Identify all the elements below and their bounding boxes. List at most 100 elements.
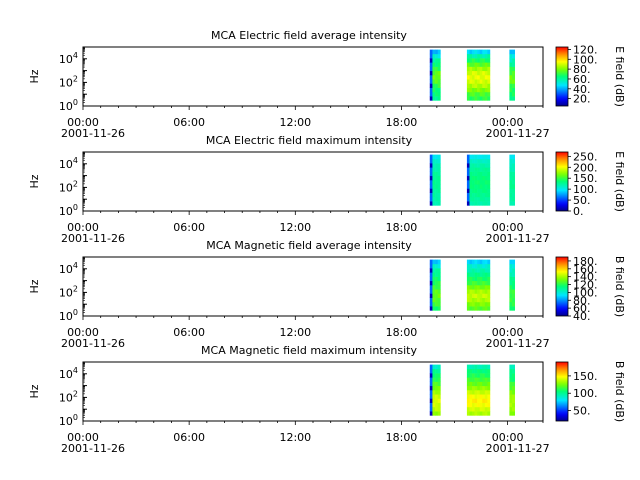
- spectrogram-cell: [472, 74, 475, 80]
- spectrogram-cell: [469, 406, 473, 412]
- spectrogram-cell: [432, 53, 436, 59]
- spectrogram-cell: [466, 293, 470, 298]
- spectrogram-cell: [469, 411, 473, 416]
- spectrogram-cell: [429, 188, 433, 193]
- spectrogram-cell: [482, 158, 486, 164]
- spectrogram-cell: [482, 364, 486, 370]
- spectrogram-cell: [429, 201, 433, 206]
- spectrogram-cell: [512, 411, 515, 416]
- spectrogram-cell: [484, 411, 488, 416]
- spectrogram-cell: [477, 184, 481, 189]
- spectrogram-cell: [474, 167, 478, 172]
- spectrogram-cell: [479, 373, 483, 378]
- spectrogram-cell: [432, 284, 436, 290]
- spectrogram-cell: [429, 53, 433, 59]
- spectrogram-cell: [512, 79, 515, 84]
- spectrogram-cell: [482, 196, 486, 202]
- spectrogram-cell: [512, 62, 515, 67]
- spectrogram-cell: [432, 389, 436, 395]
- spectrogram-cell: [509, 280, 513, 286]
- spectrogram-cell: [435, 66, 439, 72]
- spectrogram-cell: [509, 66, 513, 72]
- spectrogram-cell: [435, 96, 439, 101]
- spectrogram-cell: [432, 66, 436, 72]
- spectrogram-cell: [512, 406, 515, 412]
- spectrogram-cell: [469, 398, 473, 403]
- spectrogram-cell: [437, 74, 441, 80]
- spectrogram-cell: [509, 79, 513, 84]
- spectrogram-cell: [429, 167, 433, 172]
- spectrogram-cell: [487, 171, 491, 177]
- spectrogram-cell: [474, 373, 478, 378]
- spectrogram-cell: [437, 66, 441, 72]
- spectrogram-cell: [487, 83, 491, 88]
- spectrogram-cell: [512, 53, 515, 59]
- spectrogram-cell: [437, 188, 441, 193]
- spectrogram-cell: [469, 280, 473, 286]
- spectrogram-cell: [512, 259, 515, 265]
- y-tick-label: 102: [59, 74, 78, 89]
- spectrogram-cell: [482, 368, 486, 374]
- spectrogram-cell: [482, 53, 486, 59]
- spectrogram-cell: [482, 192, 486, 198]
- spectrogram-cell: [512, 368, 515, 374]
- spectrogram-cell: [435, 377, 439, 382]
- spectrogram-cell: [509, 58, 513, 63]
- spectrogram-cell: [479, 66, 483, 72]
- spectrogram-cell: [482, 411, 486, 416]
- spectrogram-cell: [474, 91, 478, 97]
- x-tick-label: 00:00: [67, 431, 99, 444]
- spectrogram-cell: [487, 402, 491, 408]
- spectrogram-cell: [477, 268, 481, 273]
- spectrogram-cell: [482, 259, 486, 265]
- spectrogram-cell: [509, 268, 513, 273]
- spectrogram-cell: [477, 402, 481, 408]
- spectrogram-cell: [432, 280, 436, 286]
- spectrogram-cell: [484, 91, 488, 97]
- colorbar-tick-label: 80.: [573, 294, 591, 307]
- spectrogram-cell: [474, 158, 478, 164]
- spectrogram-cell: [466, 58, 470, 63]
- spectrogram-cell: [469, 394, 473, 399]
- spectrogram-cell: [487, 74, 491, 80]
- spectrogram-cell: [484, 87, 488, 93]
- spectrogram-cell: [487, 196, 491, 202]
- spectrogram-cell: [469, 297, 473, 303]
- spectrogram-cell: [435, 263, 439, 269]
- spectrogram-cell: [466, 289, 470, 294]
- spectrogram-cell: [477, 62, 481, 67]
- spectrogram-cell: [435, 201, 439, 206]
- colorbar: 250.200.150.100.50.0. E field (dB): [555, 150, 626, 218]
- spectrogram-cell: [466, 53, 470, 59]
- spectrogram-cell: [437, 301, 441, 307]
- spectrogram-cell: [472, 91, 475, 97]
- spectrogram-cell: [487, 276, 491, 282]
- spectrogram-cell: [509, 62, 513, 67]
- spectrogram-cell: [432, 398, 436, 403]
- spectrogram-cell: [472, 272, 475, 277]
- spectrogram-cell: [432, 158, 436, 164]
- spectrogram-cell: [512, 364, 515, 370]
- spectrogram-cell: [466, 83, 470, 88]
- spectrogram-cell: [466, 175, 470, 181]
- data-segment: [509, 49, 515, 101]
- spectrogram-cell: [432, 79, 436, 84]
- spectrogram-cell: [432, 268, 436, 273]
- spectrogram-cell: [429, 87, 433, 93]
- spectrogram-cell: [512, 58, 515, 63]
- spectrogram-cell: [429, 289, 433, 294]
- spectrogram-cell: [479, 268, 483, 273]
- spectrogram-cell: [484, 74, 488, 80]
- spectrogram-cell: [487, 377, 491, 382]
- spectrogram-cell: [429, 66, 433, 72]
- spectrogram-cell: [477, 389, 481, 395]
- spectrogram-cell: [437, 276, 441, 282]
- spectrogram-cell: [484, 398, 488, 403]
- spectrogram-cell: [472, 70, 475, 76]
- y-tick-label: 104: [59, 366, 78, 381]
- spectrogram-cell: [435, 284, 439, 290]
- spectrogram-cell: [469, 306, 473, 311]
- spectrogram-cell: [437, 306, 441, 311]
- spectrogram-cell: [435, 179, 439, 185]
- spectrogram-cell: [435, 175, 439, 181]
